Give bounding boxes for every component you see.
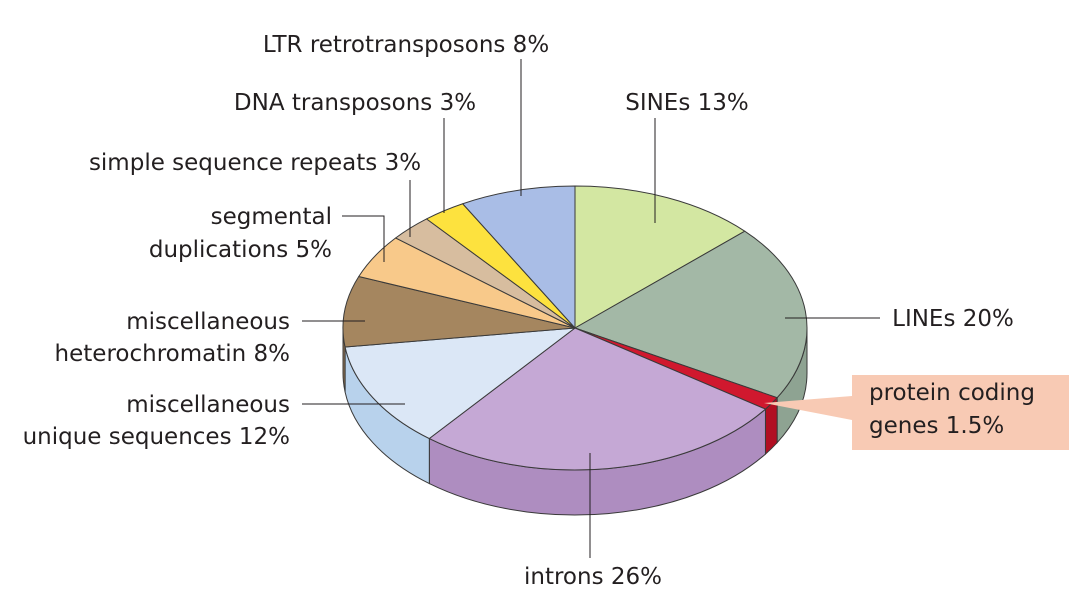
slice-labels: LTR retrotransposons 8% DNA transposons … <box>23 32 1035 590</box>
label-hetero-2: heterochromatin 8% <box>55 341 290 367</box>
label-segmental-2: duplications 5% <box>149 237 332 263</box>
pie-slice-miscellaneous-unique-sequences-12 <box>344 327 576 440</box>
pie-slice-sines-13 <box>574 185 746 329</box>
pie-slice-ltr-retrotransposons-8 <box>462 185 576 329</box>
label-protein-1: protein coding <box>869 380 1035 406</box>
label-unique-1: miscellaneous <box>126 392 290 418</box>
label-segmental-1: segmental <box>211 204 332 230</box>
label-protein-2: genes 1.5% <box>869 413 1004 439</box>
leader-line-segmental <box>342 215 385 262</box>
pie-slice-miscellaneous-heterochromatin-8 <box>342 276 576 348</box>
label-introns: introns 26% <box>524 564 662 590</box>
label-lines: LINEs 20% <box>892 306 1014 332</box>
label-hetero-1: miscellaneous <box>126 309 290 335</box>
leader-lines <box>302 59 880 558</box>
label-ltr: LTR retrotransposons 8% <box>263 32 549 58</box>
label-dna: DNA transposons 3% <box>234 90 476 116</box>
pie-top-face <box>342 185 808 471</box>
label-sines: SINEs 13% <box>625 90 749 116</box>
label-unique-2: unique sequences 12% <box>23 424 290 450</box>
pie-slice-introns-26 <box>428 327 766 471</box>
label-simple: simple sequence repeats 3% <box>89 150 421 176</box>
pie-slice-lines-20 <box>574 230 808 399</box>
protein-callout-box <box>852 375 1069 450</box>
protein-callout-pointer <box>764 396 852 420</box>
